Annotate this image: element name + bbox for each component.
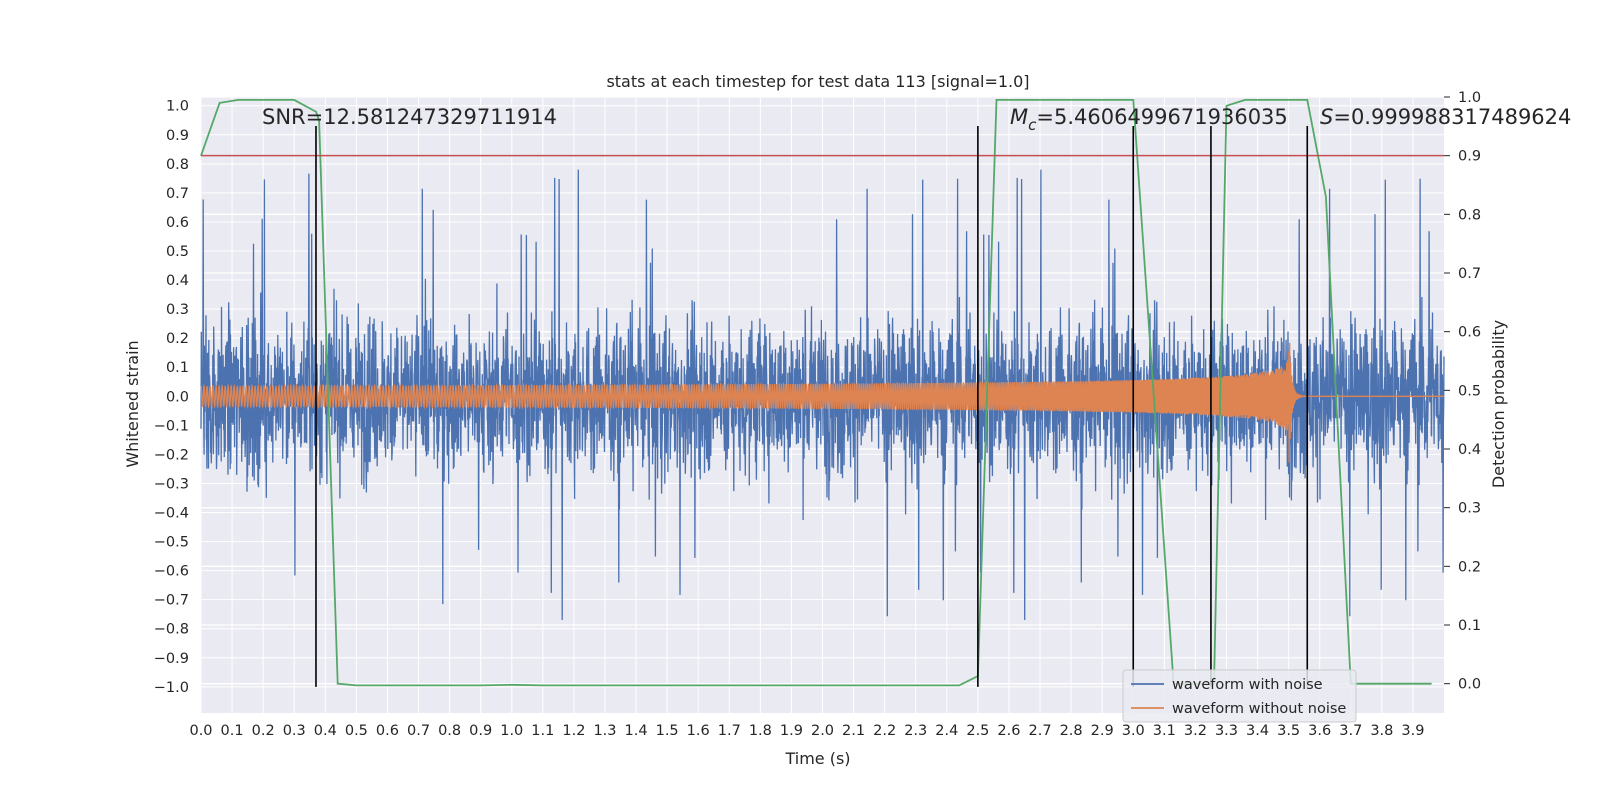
x-tick-label: 3.4 [1246, 723, 1269, 739]
y-tick-label: −1.0 [154, 680, 189, 696]
y2-tick-label: 0.8 [1458, 207, 1481, 223]
snr-annotation: SNR=12.581247329711914 [262, 105, 557, 129]
y-tick-label: −0.7 [154, 593, 189, 609]
chirp-mass-annotation: Mc=5.4606499671936035 [1010, 105, 1288, 134]
x-tick-label: 3.7 [1339, 723, 1362, 739]
x-tick-label: 2.8 [1060, 723, 1083, 739]
legend-box [1122, 669, 1357, 723]
s-value: =0.999988317489624 [1333, 105, 1571, 129]
y-tick-label: −0.9 [154, 651, 189, 667]
x-tick-label: 0.1 [221, 723, 244, 739]
y-tick-label: −0.3 [154, 476, 189, 492]
x-tick-label: 3.3 [1215, 723, 1238, 739]
y-tick-label: 0.7 [166, 186, 189, 202]
y2-tick-label: 0.6 [1458, 325, 1481, 341]
y2-tick-label: 0.9 [1458, 149, 1481, 165]
legend: waveform with noise waveform without noi… [1122, 669, 1357, 723]
chart-title: stats at each timestep for test data 113… [606, 72, 1029, 91]
x-tick-label: 0.5 [345, 723, 368, 739]
vertical-markers [315, 126, 1309, 687]
y2-tick-label: 0.4 [1458, 442, 1481, 458]
x-tick-label: 0.7 [407, 723, 430, 739]
x-ticks: 0.0 0.1 0.2 0.3 0.4 0.5 0.6 0.7 0.8 0.9 1.0 1.1 1.2 1… [189, 723, 1424, 739]
x-tick-label: 2.6 [997, 723, 1020, 739]
x-tick-label: 0.4 [314, 723, 337, 739]
x-tick-label: 2.3 [904, 723, 927, 739]
y2-tick-label: 0.7 [1458, 266, 1481, 282]
y-tick-label: 1.0 [166, 99, 189, 115]
y-tick-label: 0.8 [166, 157, 189, 173]
x-tick-label: 3.6 [1308, 723, 1331, 739]
x-tick-label: 1.7 [718, 723, 741, 739]
x-tick-label: 2.2 [873, 723, 896, 739]
x-tick-label: 2.7 [1028, 723, 1051, 739]
y2-tick-label: 0.3 [1458, 501, 1481, 517]
series-waveform-without-noise [200, 342, 1444, 463]
y-tick-label: 0.5 [166, 244, 189, 260]
s-annotation: S=0.999988317489624 [1320, 105, 1571, 129]
y-tick-label: −0.8 [154, 622, 189, 638]
x-tick-label: 0.2 [252, 723, 275, 739]
y-tick-label: 0.6 [166, 215, 189, 231]
y-tick-label: −0.2 [154, 447, 189, 463]
y-tick-label: 0.1 [166, 360, 189, 376]
mc-subscript: c [1028, 116, 1037, 134]
x-tick-label: 0.9 [469, 723, 492, 739]
s-symbol: S [1320, 105, 1333, 129]
x-tick-label: 0.3 [283, 723, 306, 739]
y-axis-label: Whitened strain [123, 340, 142, 467]
y2-tick-label: 0.2 [1458, 559, 1481, 575]
x-tick-label: 2.1 [842, 723, 865, 739]
x-tick-label: 1.6 [687, 723, 710, 739]
y2-tick-label: 0.5 [1458, 383, 1481, 399]
y-tick-label: −0.6 [154, 564, 189, 580]
y2-tick-label: 0.0 [1458, 677, 1481, 693]
mc-symbol: M [1010, 105, 1028, 129]
x-tick-label: 3.8 [1370, 723, 1393, 739]
y-ticks: 1.0 0.9 0.8 0.7 0.6 0.5 0.4 0.3 0.2 0.1 0.0 −0.1 −0.… [154, 99, 189, 696]
x-tick-label: 1.3 [593, 723, 616, 739]
y-tick-label: 0.2 [166, 331, 189, 347]
x-tick-label: 1.1 [531, 723, 554, 739]
y-tick-label: −0.4 [154, 506, 189, 522]
x-tick-label: 2.9 [1091, 723, 1114, 739]
x-tick-label: 1.9 [780, 723, 803, 739]
y2-axis-label: Detection probability [1489, 320, 1508, 488]
x-tick-label: 3.0 [1122, 723, 1145, 739]
x-tick-label: 0.8 [438, 723, 461, 739]
chirp-line [200, 342, 1444, 463]
x-tick-label: 1.8 [749, 723, 772, 739]
legend-label-chirp: waveform without noise [1172, 701, 1346, 717]
x-tick-label: 2.5 [966, 723, 989, 739]
mc-value: =5.4606499671936035 [1036, 105, 1287, 129]
x-tick-label: 3.2 [1184, 723, 1207, 739]
x-tick-label: 1.2 [562, 723, 585, 739]
x-tick-label: 3.5 [1277, 723, 1300, 739]
legend-label-noise: waveform with noise [1172, 677, 1323, 693]
x-tick-label: 0.0 [189, 723, 212, 739]
y-tick-label: 0.4 [166, 273, 189, 289]
x-tick-label: 3.9 [1401, 723, 1424, 739]
x-tick-label: 1.5 [656, 723, 679, 739]
x-tick-label: 1.4 [625, 723, 648, 739]
x-tick-label: 2.0 [811, 723, 834, 739]
y2-tick-label: 1.0 [1458, 90, 1481, 106]
x-tick-label: 2.4 [935, 723, 958, 739]
x-tick-label: 3.1 [1153, 723, 1176, 739]
y-tick-label: 0.0 [166, 389, 189, 405]
y-tick-label: −0.1 [154, 418, 189, 434]
y-tick-label: −0.5 [154, 535, 189, 551]
x-tick-label: 1.0 [500, 723, 523, 739]
x-axis-label: Time (s) [784, 749, 850, 768]
y2-ticks: 1.0 0.9 0.8 0.7 0.6 0.5 0.4 0.3 0.2 0.1 0.0 [1444, 90, 1481, 693]
y2-tick-label: 0.1 [1458, 618, 1481, 634]
y-tick-label: 0.9 [166, 128, 189, 144]
y-tick-label: 0.3 [166, 302, 189, 318]
x-tick-label: 0.6 [376, 723, 399, 739]
